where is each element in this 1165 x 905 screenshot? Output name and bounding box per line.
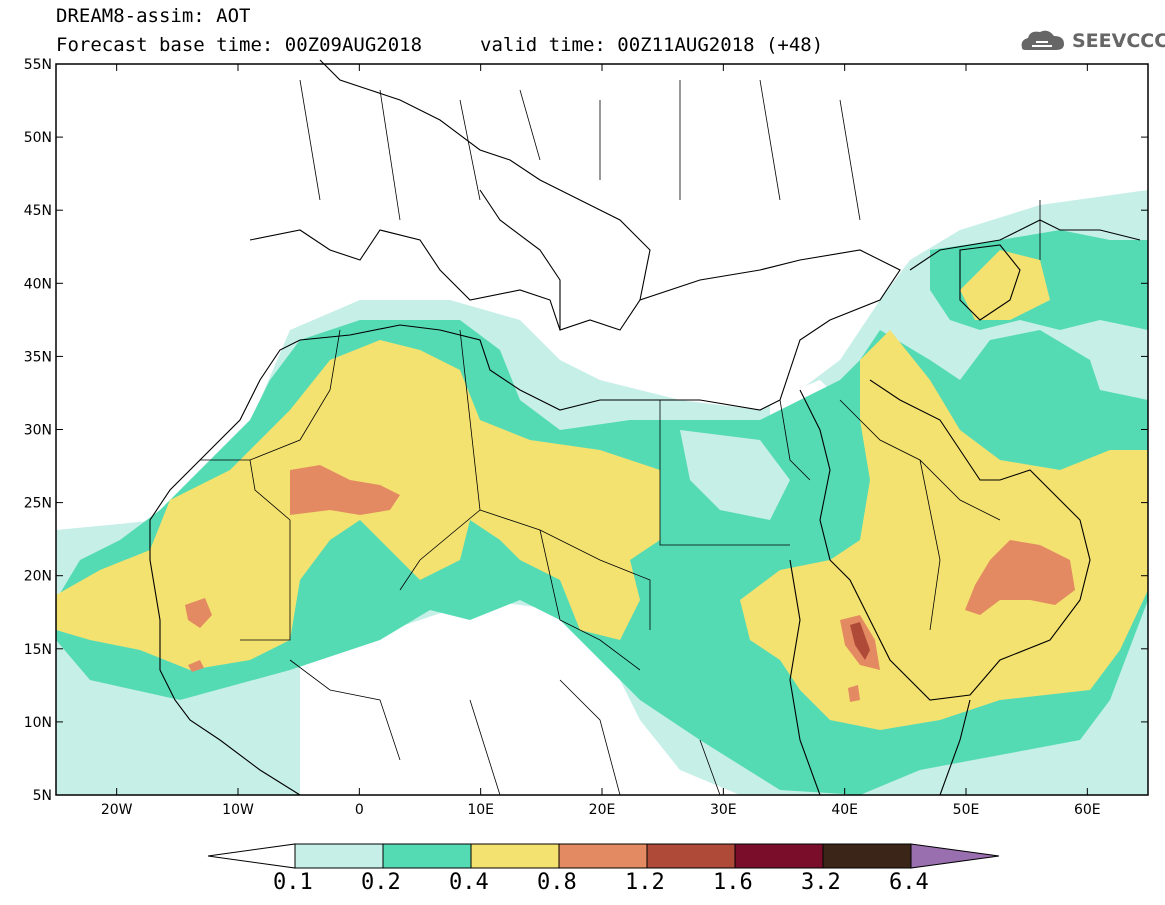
lat-tick-label: 55N xyxy=(24,57,52,73)
colorbar-label: 0.2 xyxy=(361,870,401,895)
lon-tick-label: 0 xyxy=(355,802,364,818)
colorbar-swatch xyxy=(734,843,824,869)
lat-tick-label: 5N xyxy=(33,788,52,804)
lat-tick-label: 40N xyxy=(24,276,52,292)
colorbar-swatch xyxy=(822,843,912,869)
lat-tick-label: 45N xyxy=(24,203,52,219)
aot-layer-1.2 xyxy=(850,622,870,660)
lon-tick-label: 20W xyxy=(101,802,133,818)
lon-tick-label: 60E xyxy=(1074,802,1101,818)
colorbar-label: 0.1 xyxy=(273,870,313,895)
logo-text: SEEVCCC xyxy=(1072,30,1165,52)
lon-tick-label: 10E xyxy=(467,802,494,818)
lat-tick-label: 10N xyxy=(24,715,52,731)
forecast-base-time: Forecast base time: 00Z09AUG2018 xyxy=(56,34,423,56)
colorbar-label: 1.6 xyxy=(713,870,753,895)
lon-tick-label: 40E xyxy=(831,802,858,818)
colorbar xyxy=(207,843,1000,869)
colorbar-min-extend xyxy=(207,843,296,869)
map-title: DREAM8-assim: AOT xyxy=(56,5,251,27)
coastlines xyxy=(149,59,1141,796)
colorbar-swatch xyxy=(382,843,472,869)
colorbar-label: 6.4 xyxy=(889,870,929,895)
lon-tick-label: 20E xyxy=(589,802,616,818)
colorbar-max-extend xyxy=(910,843,1000,869)
lat-tick-label: 30N xyxy=(24,423,52,439)
lat-tick-label: 25N xyxy=(24,496,52,512)
colorbar-swatch xyxy=(470,843,560,869)
lat-tick-label: 50N xyxy=(24,130,52,146)
cloud-logo-icon xyxy=(1021,30,1064,50)
colorbar-label: 0.4 xyxy=(449,870,489,895)
aot-layer-0.8 xyxy=(185,465,1075,702)
valid-time: valid time: 00Z11AUG2018 (+48) xyxy=(480,34,824,56)
lon-tick-label: 30E xyxy=(710,802,737,818)
lat-tick-label: 35N xyxy=(24,349,52,365)
colorbar-label: 0.8 xyxy=(537,870,577,895)
colorbar-label: 3.2 xyxy=(801,870,841,895)
colorbar-swatch xyxy=(558,843,648,869)
latitude-axis: 55N 50N 45N 40N 35N 30N 25N 20N 15N 10N 5N xyxy=(24,57,1148,804)
colorbar-swatch xyxy=(646,843,736,869)
lat-tick-label: 20N xyxy=(24,569,52,585)
lon-tick-label: 10W xyxy=(222,802,254,818)
aot-clear-region-sahel xyxy=(300,600,740,795)
longitude-axis: 20W 10W 0 10E 20E 30E 40E 50E 60E xyxy=(101,64,1101,818)
country-borders xyxy=(200,79,1041,796)
colorbar-label: 1.2 xyxy=(625,870,665,895)
aot-clear-0.1-inner-east xyxy=(680,430,790,520)
lat-tick-label: 15N xyxy=(24,642,52,658)
colorbar-swatch xyxy=(294,843,384,869)
lon-tick-label: 50E xyxy=(953,802,980,818)
